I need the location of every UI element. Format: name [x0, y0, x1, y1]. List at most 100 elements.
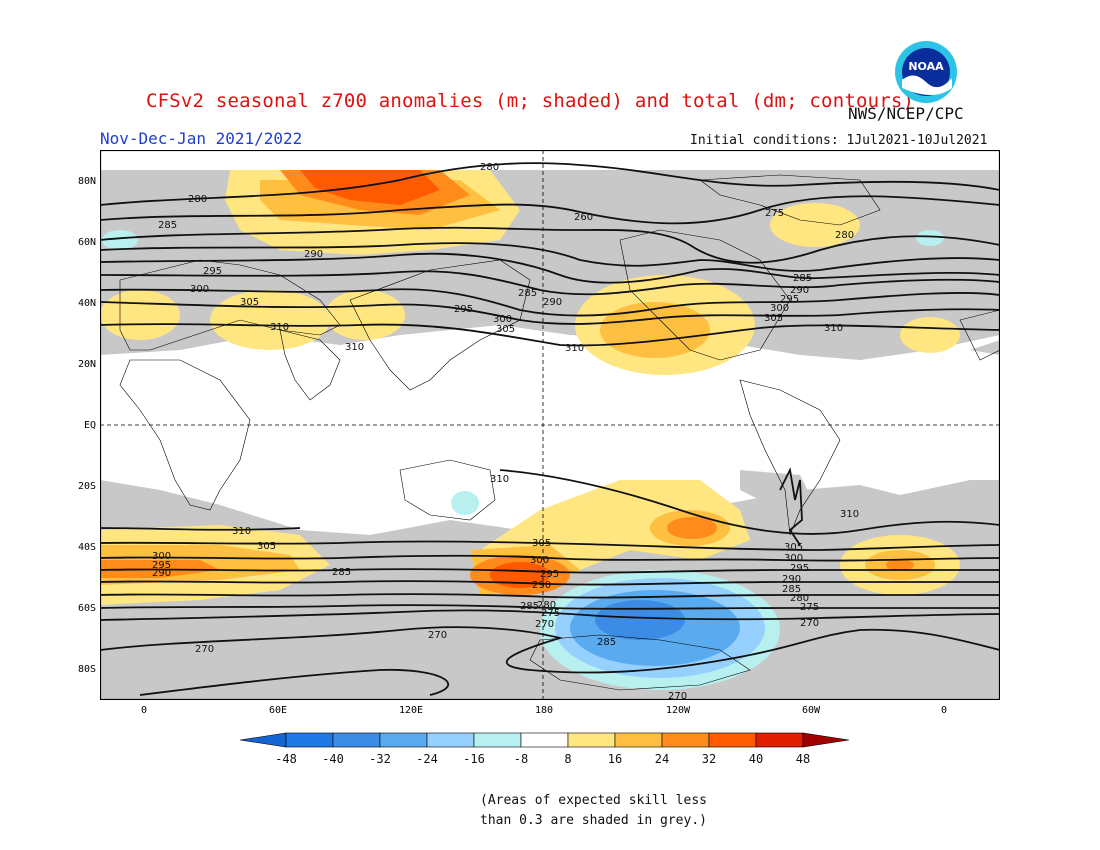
contour-label: 295	[152, 560, 171, 571]
lat-label: 80S	[78, 664, 96, 675]
contour-label: 285	[597, 637, 616, 648]
logo-text: NOAA	[908, 60, 944, 73]
map-title: CFSv2 seasonal z700 anomalies (m; shaded…	[146, 90, 915, 112]
contour-label: 300	[530, 555, 549, 566]
colorbar-swatch	[473, 732, 522, 748]
contour-label: 290	[152, 568, 171, 579]
contour-label: 310	[232, 526, 251, 537]
colorbar: -48 -40 -32 -24 -16 -8 8 16 24 32 40 48	[239, 732, 850, 766]
contour-label: 300	[493, 314, 512, 325]
contour-label: 310	[490, 474, 509, 485]
contour-label: 310	[345, 342, 364, 353]
contour-label: 310	[270, 322, 289, 333]
colorbar-swatch	[426, 732, 475, 748]
contour-label: 290	[532, 580, 551, 591]
height-contours	[100, 162, 1000, 696]
initial-conditions-label: Initial conditions: 1Jul2021-10Jul2021	[690, 133, 988, 148]
lon-label: 0	[141, 705, 147, 716]
colorbar-tick-label: 48	[796, 752, 810, 766]
contour-label: 305	[532, 538, 551, 549]
contour-label: 295	[203, 266, 222, 277]
colorbar-tick-label: -16	[463, 752, 485, 766]
latitude-axis: 80N 60N 40N 20N EQ 20S 40S 60S 80S	[78, 176, 96, 675]
contour-label: 300	[152, 551, 171, 562]
season-label: Nov-Dec-Jan 2021/2022	[100, 129, 303, 148]
contour-label: 260	[574, 212, 593, 223]
contour-label: 290	[782, 574, 801, 585]
colorbar-swatch	[567, 732, 616, 748]
longitude-axis: 0 60E 120E 180 120W 60W 0	[141, 705, 947, 716]
lat-label: 20N	[78, 359, 96, 370]
colorbar-swatch	[661, 732, 710, 748]
colorbar-tick-label: -24	[416, 752, 438, 766]
colorbar-arrow-left	[239, 732, 287, 748]
contour-label: 305	[496, 324, 515, 335]
contour-label: 270	[428, 630, 447, 641]
colorbar-swatch	[755, 732, 804, 748]
lat-label: EQ	[84, 420, 96, 431]
lon-label: 60E	[269, 705, 287, 716]
lat-label: 40N	[78, 298, 96, 309]
noaa-logo: NOAA	[895, 41, 957, 103]
skill-note-line-1: (Areas of expected skill less	[480, 793, 707, 808]
contour-label: 280	[188, 194, 207, 205]
contour-label: 290	[543, 297, 562, 308]
agency-label: NWS/NCEP/CPC	[848, 104, 964, 123]
colorbar-swatch	[708, 732, 757, 748]
contour-label: 305	[257, 541, 276, 552]
colorbar-swatch	[285, 732, 334, 748]
contour-label: 275	[800, 602, 819, 613]
colorbar-swatch	[332, 732, 381, 748]
colorbar-swatch	[520, 732, 569, 748]
colorbar-arrow-right	[802, 732, 850, 748]
contour-label: 275	[541, 608, 560, 619]
colorbar-tick-label: -8	[514, 752, 528, 766]
contour-label: 305	[764, 313, 783, 324]
contour-label: 300	[190, 284, 209, 295]
contour-label: 290	[790, 285, 809, 296]
contour-label: 300	[784, 553, 803, 564]
contour-label: 285	[158, 220, 177, 231]
contour-label: 310	[840, 509, 859, 520]
contour-label: 280	[537, 600, 556, 611]
lat-label: 80N	[78, 176, 96, 187]
map-frame	[100, 150, 1000, 700]
contour-label: 295	[780, 294, 799, 305]
contour-labels: 280 280 285 290 295 300 305 310 310 260 …	[152, 162, 859, 700]
contour-label: 280	[835, 230, 854, 241]
anomaly-map: 280 280 285 290 295 300 305 310 310 260 …	[100, 150, 1000, 700]
contour-label: 285	[793, 273, 812, 284]
colorbar-tick-label: 40	[749, 752, 763, 766]
colorbar-tick-label: -32	[369, 752, 391, 766]
contour-label: 300	[770, 303, 789, 314]
lon-label: 0	[941, 705, 947, 716]
contour-label: 295	[790, 563, 809, 574]
skill-note-line-2: than 0.3 are shaded in grey.)	[480, 813, 707, 828]
contour-label: 285	[782, 584, 801, 595]
contour-label: 270	[535, 619, 554, 630]
contour-label: 285	[332, 567, 351, 578]
colorbar-tick-label: -40	[322, 752, 344, 766]
lon-label: 180	[535, 705, 553, 716]
contour-label: 285	[518, 288, 537, 299]
coastlines	[119, 174, 1000, 691]
colorbar-tick-label: 24	[655, 752, 669, 766]
colorbar-swatch	[614, 732, 663, 748]
contour-label: 270	[195, 644, 214, 655]
contour-label: 310	[565, 343, 584, 354]
colorbar-tick-label: 32	[702, 752, 716, 766]
contour-label: 285	[520, 601, 539, 612]
contour-label: 280	[790, 593, 809, 604]
contour-label: 270	[668, 691, 687, 700]
lat-label: 20S	[78, 481, 96, 492]
lon-label: 60W	[802, 705, 821, 716]
contour-label: 310	[824, 323, 843, 334]
colorbar-tick-label: -48	[275, 752, 297, 766]
contour-label: 290	[304, 249, 323, 260]
contour-label: 295	[454, 304, 473, 315]
colorbar-tick-label: 16	[608, 752, 622, 766]
colorbar-tick-label: 8	[564, 752, 571, 766]
lon-label: 120W	[666, 705, 691, 716]
lat-label: 60S	[78, 603, 96, 614]
lat-label: 60N	[78, 237, 96, 248]
